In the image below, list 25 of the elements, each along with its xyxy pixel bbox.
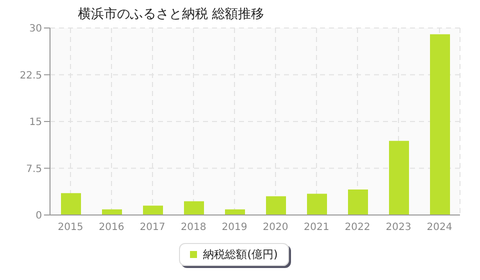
y-tick-label: 7.5: [26, 164, 42, 175]
bar: [430, 34, 450, 215]
bar: [348, 189, 368, 215]
y-tick-label: 0: [36, 210, 42, 222]
legend-label: 納税総額(億円): [203, 247, 278, 262]
x-tick-label: 2016: [98, 222, 124, 234]
y-tick-label: 22.5: [20, 70, 42, 82]
y-tick-label: 30: [29, 24, 42, 35]
bar: [61, 193, 81, 215]
bar: [266, 196, 286, 215]
y-tick-label: 15: [29, 117, 42, 128]
chart-title: 横浜市のふるさと納税 総額推移: [78, 7, 266, 22]
x-tick-label: 2024: [426, 222, 452, 234]
bar: [389, 140, 409, 215]
x-tick-label: 2018: [180, 222, 206, 234]
x-tick-label: 2017: [140, 222, 166, 234]
bar: [184, 201, 204, 215]
bar: [143, 206, 163, 215]
x-tick-label: 2023: [386, 222, 412, 234]
x-tick-label: 2021: [304, 222, 330, 234]
x-tick-label: 2020: [262, 222, 288, 234]
x-tick-label: 2019: [222, 222, 248, 234]
x-tick-label: 2015: [58, 222, 84, 234]
bar: [307, 194, 327, 215]
x-tick-label: 2022: [344, 222, 370, 234]
